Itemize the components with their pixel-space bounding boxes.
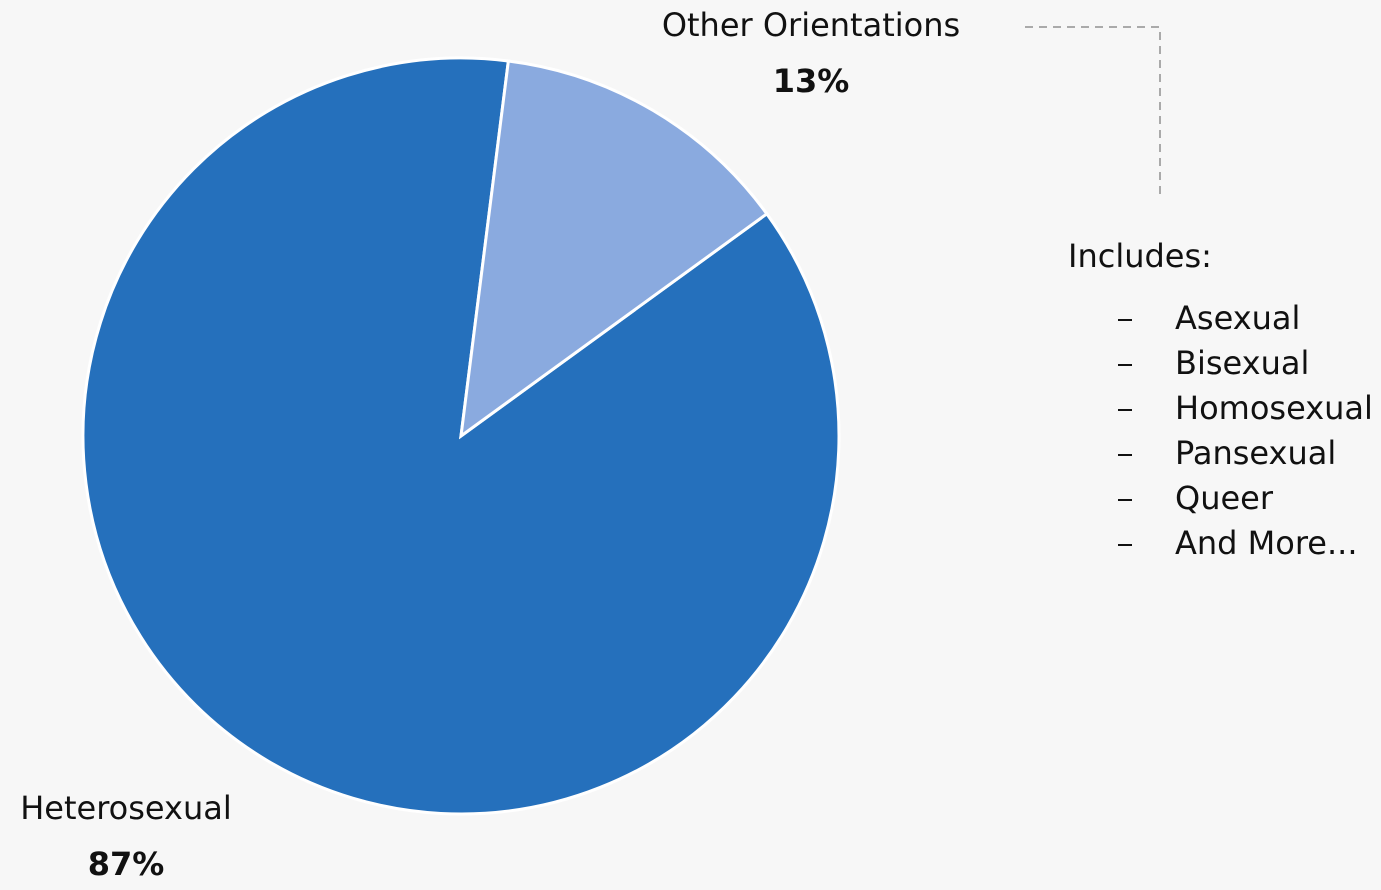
list-item: Homosexual: [1175, 389, 1373, 427]
list-item: Bisexual: [1175, 344, 1309, 382]
slice-value-label: 87%: [88, 845, 165, 883]
annotation-title: Includes:: [1068, 237, 1212, 275]
list-item: Asexual: [1175, 299, 1300, 337]
pie-slice: [459, 59, 769, 440]
list-item: And More...: [1175, 524, 1358, 562]
list-item: Queer: [1175, 479, 1274, 517]
list-item: Pansexual: [1175, 434, 1336, 472]
slice-value-label: 13%: [773, 62, 850, 100]
leader-line: [1025, 26, 1161, 198]
slice-label: Other Orientations: [662, 6, 960, 44]
slice-label: Heterosexual: [20, 789, 232, 827]
